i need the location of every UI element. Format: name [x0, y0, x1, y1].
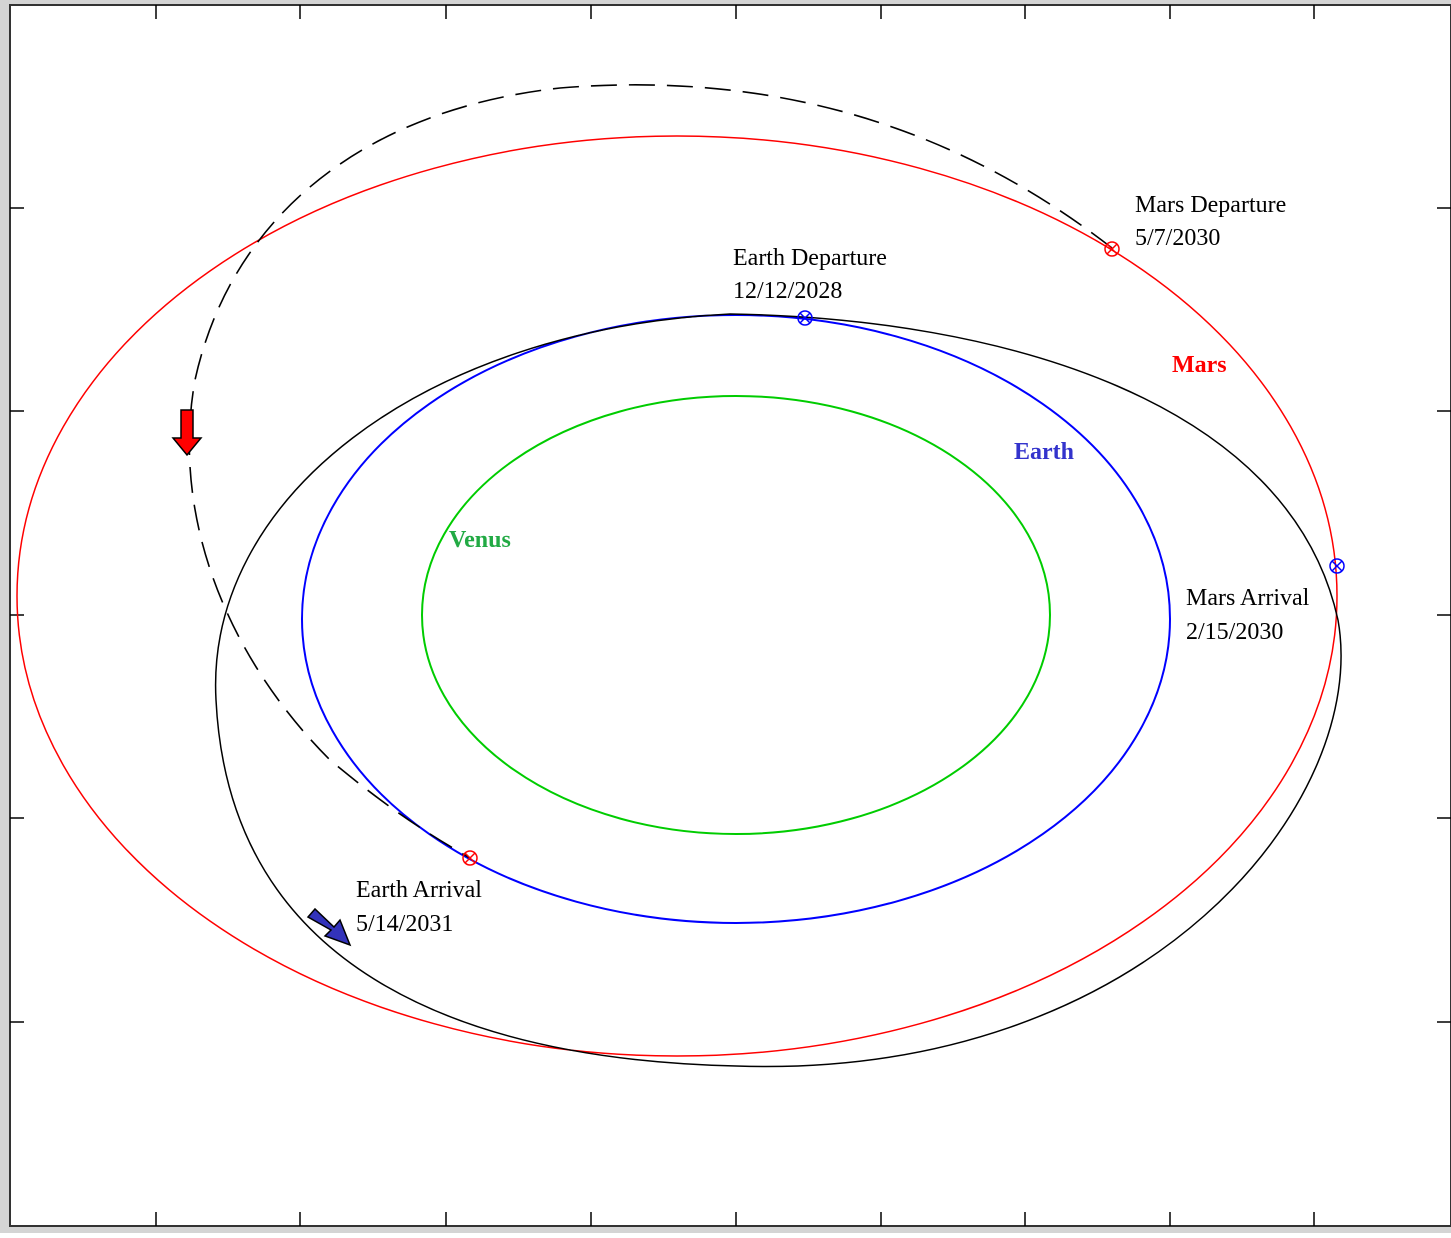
- earth-departure-label: Earth Departure: [733, 245, 887, 271]
- arrow-down-icon: [171, 409, 203, 457]
- earth-arrival-date: 5/14/2031: [356, 911, 453, 937]
- axis-ticks: [10, 5, 1451, 1226]
- mars-departure-label: Mars Departure: [1135, 192, 1286, 218]
- earth-departure-date: 12/12/2028: [733, 278, 842, 304]
- earth-arrival-label: Earth Arrival: [356, 877, 482, 903]
- circle-x-icon: [1329, 558, 1345, 574]
- plot-area: [9, 4, 1451, 1227]
- return-trajectory: [188, 84, 1113, 859]
- mars-arrival-label: Mars Arrival: [1186, 585, 1310, 611]
- earth-orbit-label: Earth: [1014, 439, 1074, 465]
- arrow-down-right-icon: [306, 907, 352, 947]
- circle-x-icon: [1104, 241, 1120, 257]
- mars-orbit-label: Mars: [1172, 352, 1227, 378]
- transfer-trajectory-outbound: [214, 313, 1342, 1068]
- circle-x-icon: [462, 850, 478, 866]
- venus-orbit: [421, 395, 1051, 835]
- venus-orbit-label: Venus: [449, 527, 511, 553]
- earth-orbit: [301, 314, 1171, 924]
- circle-x-icon: [797, 310, 813, 326]
- mars-orbit: [16, 135, 1338, 1057]
- mars-departure-date: 5/7/2030: [1135, 225, 1220, 251]
- mars-arrival-date: 2/15/2030: [1186, 619, 1283, 645]
